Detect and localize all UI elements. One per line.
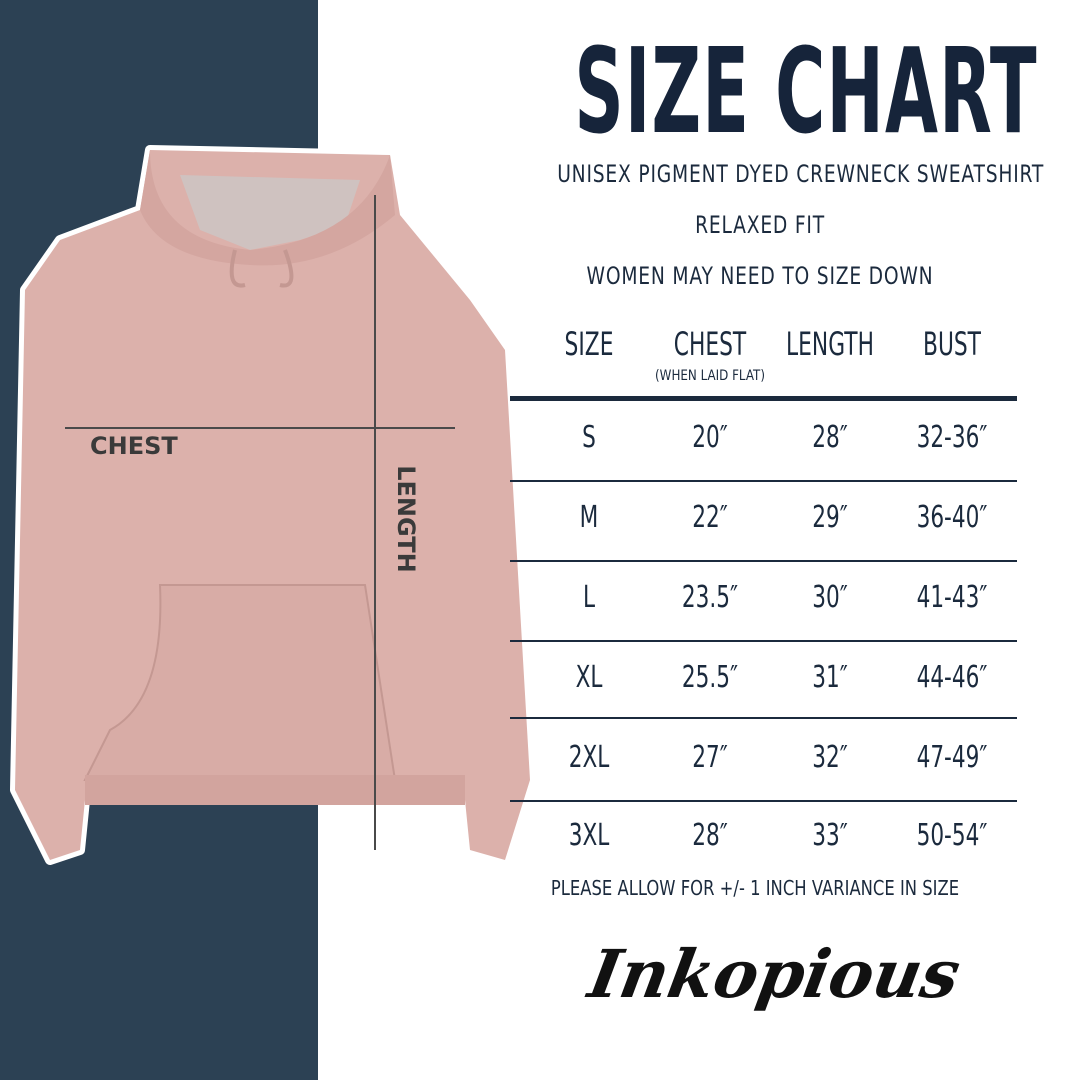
header-size: SIZE bbox=[564, 325, 614, 363]
row-divider bbox=[510, 717, 1017, 719]
cell-length: 31″ bbox=[812, 660, 848, 695]
hoodie-image bbox=[10, 145, 535, 865]
cell-bust: 41-43″ bbox=[916, 580, 988, 615]
cell-bust: 32-36″ bbox=[916, 420, 988, 455]
length-label: LENGTH bbox=[391, 465, 420, 573]
cell-bust: 50-54″ bbox=[916, 818, 988, 853]
row-divider bbox=[510, 480, 1017, 482]
cell-chest: 27″ bbox=[692, 740, 728, 775]
cell-chest: 22″ bbox=[692, 500, 728, 535]
product-subtitle: UNISEX PIGMENT DYED CREWNECK SWEATSHIRT bbox=[557, 160, 1045, 188]
cell-length: 29″ bbox=[812, 500, 848, 535]
header-chest: CHEST bbox=[673, 325, 747, 363]
row-divider bbox=[510, 560, 1017, 562]
cell-chest: 25.5″ bbox=[681, 660, 739, 695]
cell-size: S bbox=[582, 420, 596, 455]
brand-logo: Inkopious bbox=[583, 935, 966, 1013]
header-bust: BUST bbox=[923, 325, 981, 363]
header-length: LENGTH bbox=[786, 325, 874, 363]
sizing-note: WOMEN MAY NEED TO SIZE DOWN bbox=[586, 262, 934, 290]
cell-size: L bbox=[582, 580, 596, 615]
cell-length: 33″ bbox=[812, 818, 848, 853]
page-title: SIZE CHART bbox=[574, 22, 1038, 160]
cell-size: 3XL bbox=[568, 818, 610, 853]
row-divider bbox=[510, 640, 1017, 642]
variance-note: PLEASE ALLOW FOR +/- 1 INCH VARIANCE IN … bbox=[550, 876, 960, 900]
cell-chest: 28″ bbox=[692, 818, 728, 853]
chest-label: CHEST bbox=[90, 432, 178, 460]
chest-note: (WHEN LAID FLAT) bbox=[655, 368, 765, 384]
fit-note: RELAXED FIT bbox=[695, 211, 825, 239]
cell-size: XL bbox=[575, 660, 603, 695]
cell-length: 32″ bbox=[812, 740, 848, 775]
cell-size: M bbox=[579, 500, 599, 535]
cell-chest: 20″ bbox=[692, 420, 728, 455]
cell-size: 2XL bbox=[568, 740, 610, 775]
cell-length: 30″ bbox=[812, 580, 848, 615]
cell-bust: 47-49″ bbox=[916, 740, 988, 775]
cell-bust: 36-40″ bbox=[916, 500, 988, 535]
row-divider bbox=[510, 800, 1017, 802]
cell-bust: 44-46″ bbox=[916, 660, 988, 695]
cell-chest: 23.5″ bbox=[681, 580, 739, 615]
cell-length: 28″ bbox=[812, 420, 848, 455]
header-divider bbox=[510, 396, 1017, 401]
